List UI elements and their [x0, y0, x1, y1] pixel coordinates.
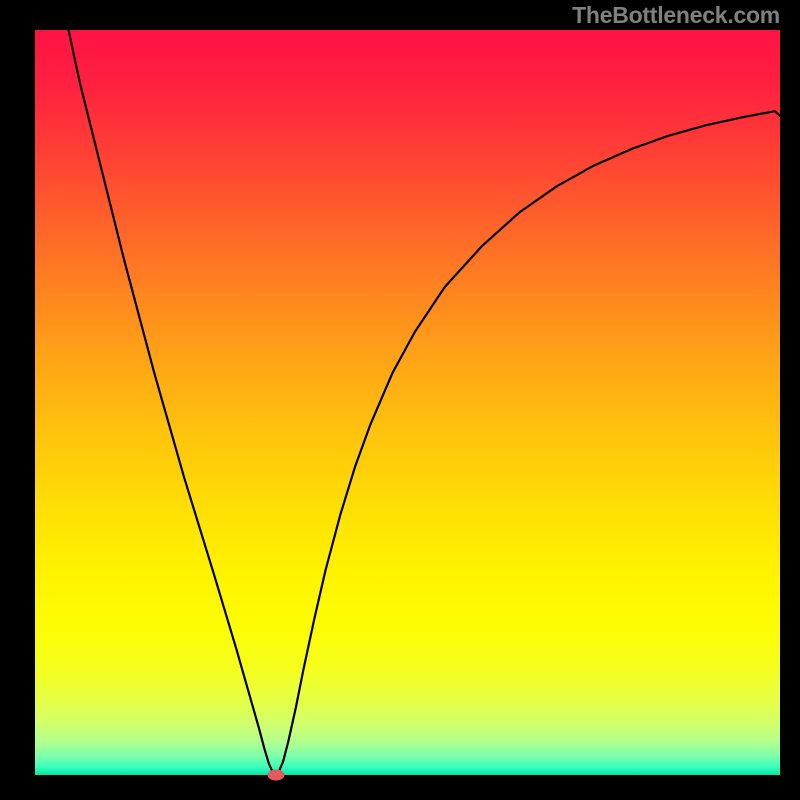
- optimum-marker: [267, 770, 284, 781]
- watermark-text: TheBottleneck.com: [572, 2, 780, 29]
- chart-frame: TheBottleneck.com: [0, 0, 800, 800]
- plot-area: [35, 30, 780, 775]
- curve-layer: [35, 30, 780, 775]
- bottleneck-curve: [69, 30, 780, 775]
